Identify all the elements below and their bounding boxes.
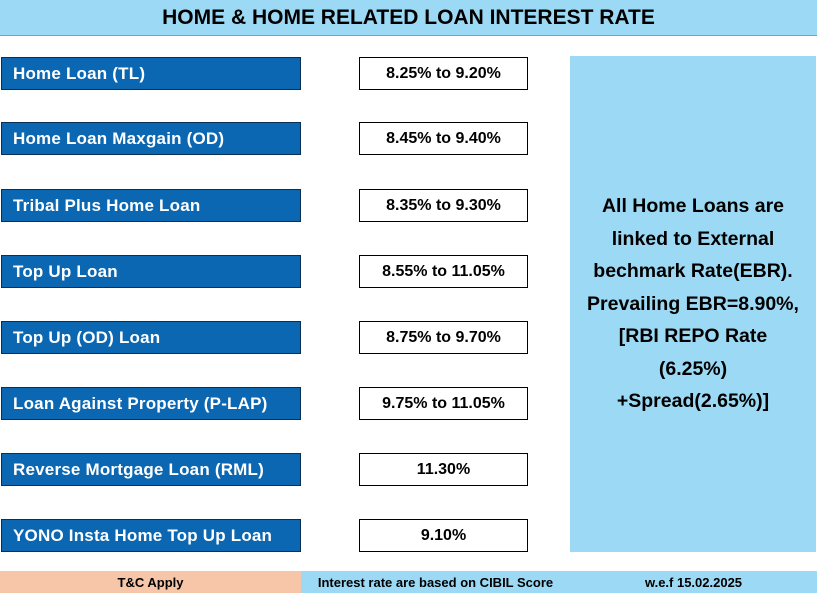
footer-tc-apply: T&C Apply bbox=[0, 571, 301, 593]
loan-rate-top-up: 8.55% to 11.05% bbox=[359, 255, 528, 288]
loan-name-home-loan-maxgain: Home Loan Maxgain (OD) bbox=[1, 122, 301, 155]
ebr-info-line: linked to External bbox=[611, 227, 775, 250]
loan-name-rml: Reverse Mortgage Loan (RML) bbox=[1, 453, 301, 486]
loan-rate-home-loan-maxgain: 8.45% to 9.40% bbox=[359, 122, 528, 155]
loan-name-tribal-plus: Tribal Plus Home Loan bbox=[1, 189, 301, 222]
loan-rate-rml: 11.30% bbox=[359, 453, 528, 486]
ebr-info-line: bechmark Rate(EBR). bbox=[593, 260, 793, 283]
loan-name-p-lap: Loan Against Property (P-LAP) bbox=[1, 387, 301, 420]
footer-effective-date: w.e.f 15.02.2025 bbox=[570, 571, 817, 593]
page-title: HOME & HOME RELATED LOAN INTEREST RATE bbox=[0, 0, 817, 36]
footer-cibil-note: Interest rate are based on CIBIL Score bbox=[301, 571, 570, 593]
ebr-info-text: All Home Loans are linked to External be… bbox=[581, 190, 805, 418]
ebr-info-line: Prevailing EBR=8.90%, bbox=[587, 292, 799, 315]
loan-rate-tribal-plus: 8.35% to 9.30% bbox=[359, 189, 528, 222]
loan-rate-home-loan-tl: 8.25% to 9.20% bbox=[359, 57, 528, 90]
loan-rate-yono-insta: 9.10% bbox=[359, 519, 528, 552]
ebr-info-line: All Home Loans are bbox=[601, 195, 785, 218]
ebr-info-line: +Spread(2.65%)] bbox=[616, 390, 770, 413]
loan-name-home-loan-tl: Home Loan (TL) bbox=[1, 57, 301, 90]
loan-name-top-up-od: Top Up (OD) Loan bbox=[1, 321, 301, 354]
loan-name-top-up: Top Up Loan bbox=[1, 255, 301, 288]
loan-rate-p-lap: 9.75% to 11.05% bbox=[359, 387, 528, 420]
ebr-info-line: [RBI REPO Rate bbox=[618, 325, 768, 348]
ebr-info-line: (6.25%) bbox=[658, 357, 728, 380]
ebr-info-box: All Home Loans are linked to External be… bbox=[570, 56, 816, 552]
loan-rate-top-up-od: 8.75% to 9.70% bbox=[359, 321, 528, 354]
loan-name-yono-insta: YONO Insta Home Top Up Loan bbox=[1, 519, 301, 552]
